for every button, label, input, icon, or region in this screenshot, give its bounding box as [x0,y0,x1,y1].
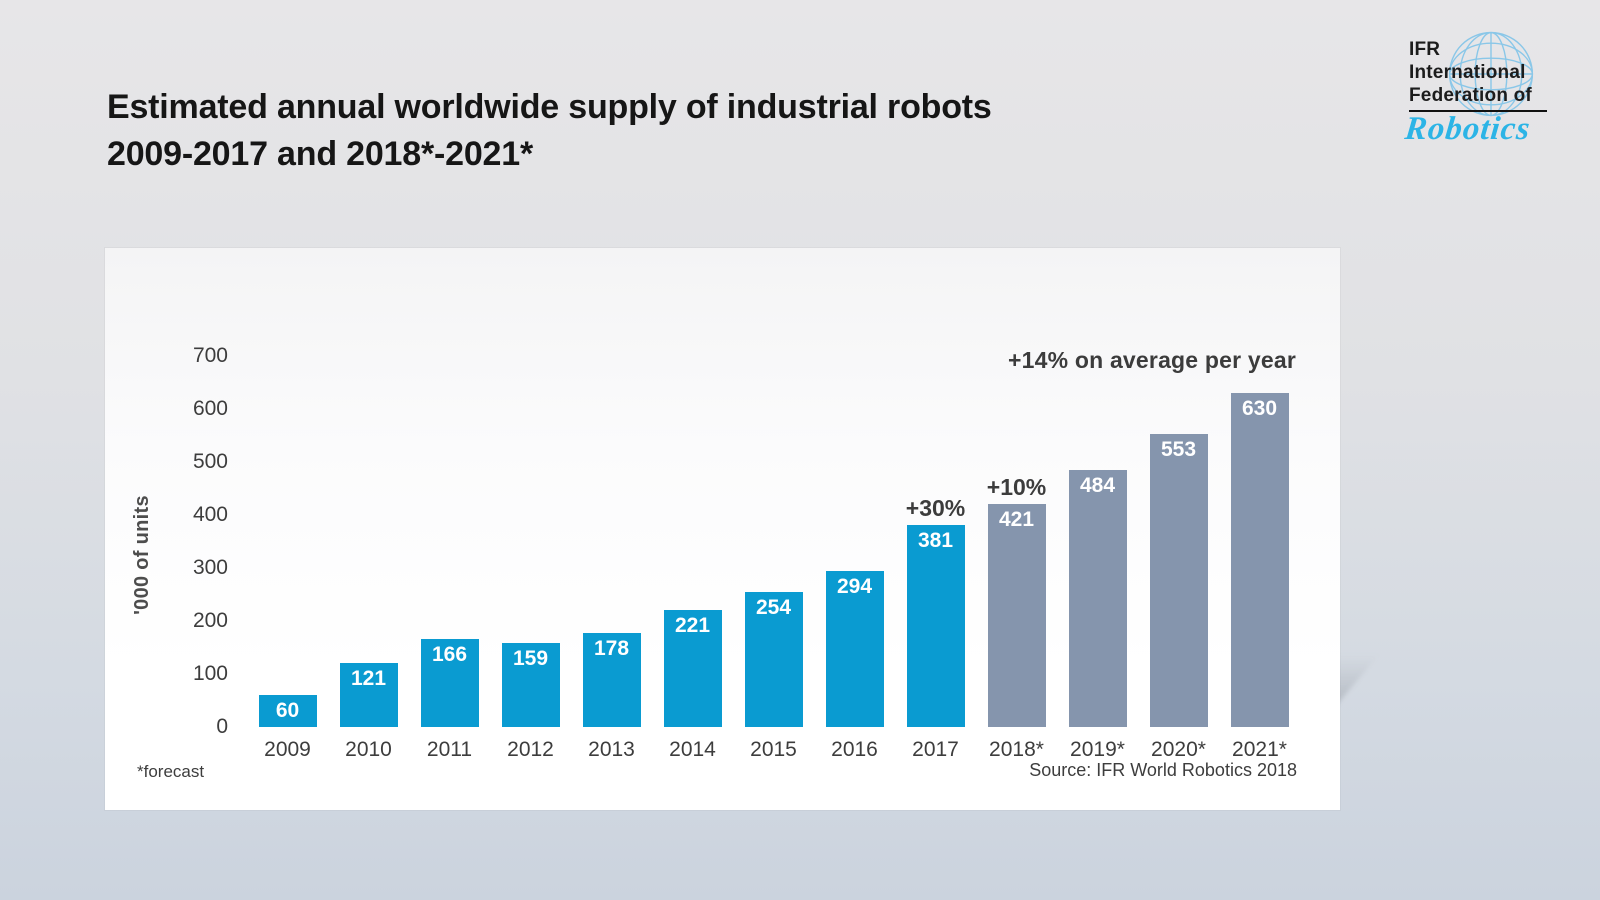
bar-value-label: 121 [350,667,387,690]
bar-value-label: 254 [755,596,792,619]
bar-2012: 159 [501,643,560,727]
x-axis-label: 2017 [912,738,959,761]
x-axis-label: 2021* [1232,738,1287,761]
ifr-logo: IFR International Federation of Robotics [1403,31,1579,147]
bar-cell: 166 2011 [409,248,490,761]
bar-2016: 294 [825,571,884,727]
logo-text-federation: Federation of [1409,85,1532,106]
bar-2020: 553 [1149,434,1208,727]
x-axis-label: 2012 [507,738,554,761]
bar-cell: 159 2012 [490,248,571,761]
bar-cell: 484 2019* [1057,248,1138,761]
x-axis-label: 2014 [669,738,716,761]
bar-2009: 60 [258,695,317,727]
bar-cell: 553 2020* [1138,248,1219,761]
y-tick-label: 600 [192,397,228,420]
y-tick-label: 400 [192,503,228,526]
bar-2015: 254 [744,592,803,727]
y-tick-label: 500 [192,450,228,473]
chart-panel: '000 of units 60 2009 121 2010 166 2011 159 201… [105,248,1340,810]
page-title-line2: 2009-2017 and 2018*-2021* [107,135,533,173]
x-axis-label: 2016 [831,738,878,761]
logo-text-international: International [1409,62,1526,83]
plot-area: '000 of units 60 2009 121 2010 166 2011 159 201… [105,248,1340,810]
bar-cell: 221 2014 [652,248,733,761]
bar-2018: 421 [987,504,1046,727]
bar-cell: +30% 381 2017 [895,248,976,761]
bar-value-label: 178 [593,637,630,660]
average-growth-note: +14% on average per year [1008,347,1296,373]
bars-row: 60 2009 121 2010 166 2011 159 2012 178 2013 221 201… [247,248,1300,761]
bar-value-label: 421 [998,508,1035,531]
bar-value-label: 381 [917,529,954,552]
growth-annotation: +10% [986,474,1047,500]
bar-cell: 60 2009 [247,248,328,761]
logo-text-ifr: IFR [1409,39,1441,60]
logo-script-robotics: Robotics [1403,111,1533,147]
bar-value-label: 294 [836,575,873,598]
bar-2013: 178 [582,633,641,727]
bar-value-label: 166 [431,643,468,666]
bar-cell: +10% 421 2018* [976,248,1057,761]
growth-annotation: +30% [905,495,966,521]
bar-2017: 381 [906,525,965,727]
bar-2014: 221 [663,610,722,727]
bar-cell: 294 2016 [814,248,895,761]
y-tick-label: 200 [192,609,228,632]
bar-2011: 166 [420,639,479,727]
bar-cell: 630 2021* [1219,248,1300,761]
bar-2019: 484 [1068,470,1127,727]
bar-2010: 121 [339,663,398,727]
y-tick-label: 700 [192,344,228,367]
page-title-line1: Estimated annual worldwide supply of ind… [107,88,992,126]
bar-value-label: 159 [512,647,549,670]
x-axis-label: 2009 [264,738,311,761]
x-axis-label: 2019* [1070,738,1125,761]
y-tick-label: 300 [192,556,228,579]
bar-cell: 121 2010 [328,248,409,761]
bar-cell: 178 2013 [571,248,652,761]
bar-value-label: 484 [1079,474,1116,497]
bar-cell: 254 2015 [733,248,814,761]
bar-2021: 630 [1230,393,1289,727]
x-axis-label: 2020* [1151,738,1206,761]
bar-value-label: 60 [275,699,300,722]
y-tick-label: 100 [192,662,228,685]
x-axis-label: 2013 [588,738,635,761]
x-axis-label: 2010 [345,738,392,761]
bar-value-label: 630 [1241,397,1278,420]
y-tick-label: 0 [216,715,228,738]
x-axis-label: 2011 [426,738,473,761]
bar-value-label: 221 [674,614,711,637]
source-caption: Source: IFR World Robotics 2018 [1029,760,1297,780]
logo-underline [1409,110,1547,112]
page-title: Estimated annual worldwide supply of ind… [107,84,992,178]
bar-value-label: 553 [1160,438,1197,461]
globe-wireframe-icon [1448,31,1534,117]
x-axis-label: 2015 [750,738,797,761]
forecast-footnote: *forecast [137,762,205,781]
x-axis-label: 2018* [989,738,1044,761]
